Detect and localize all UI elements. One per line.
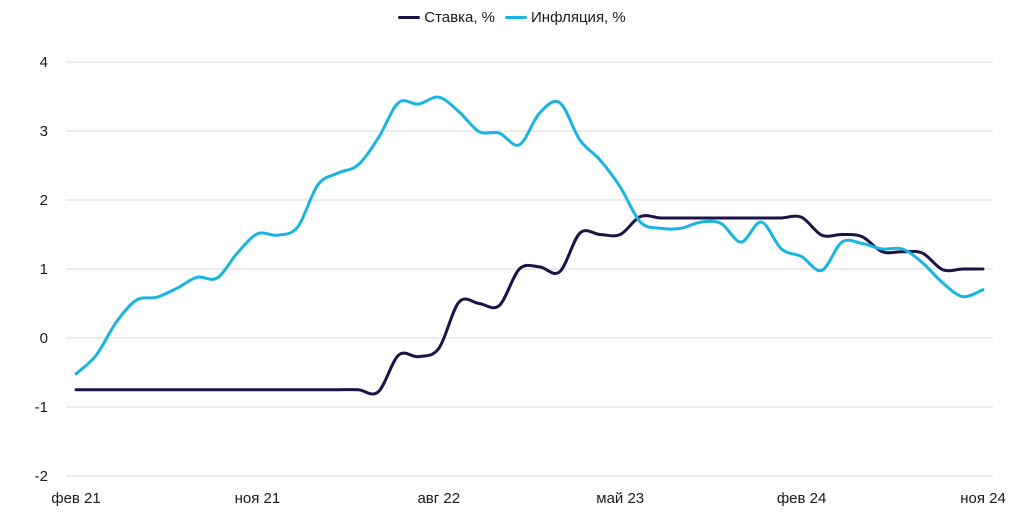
y-tick-label: 1 <box>40 261 48 278</box>
y-tick-label: -2 <box>35 468 48 485</box>
y-tick-label: 4 <box>40 54 48 71</box>
y-tick-label: 2 <box>40 192 48 209</box>
y-tick-label: -1 <box>35 399 48 416</box>
chart-legend: Ставка, % Инфляция, % <box>0 9 1024 26</box>
x-tick-label: май 23 <box>596 490 644 507</box>
legend-item-inflation: Инфляция, % <box>505 9 626 26</box>
x-tick-label: ноя 21 <box>235 490 281 507</box>
series-line-rate <box>74 214 985 396</box>
legend-item-rate: Ставка, % <box>398 9 495 26</box>
x-tick-label: ноя 24 <box>960 490 1006 507</box>
y-tick-label: 0 <box>40 330 48 347</box>
legend-swatch-rate <box>398 16 421 19</box>
x-tick-label: фев 21 <box>51 490 101 507</box>
x-tick-label: авг 22 <box>417 490 460 507</box>
legend-label-rate: Ставка, % <box>424 9 496 26</box>
legend-label-inflation: Инфляция, % <box>531 9 626 26</box>
series-line-inflation <box>74 95 985 376</box>
y-tick-label: 3 <box>40 123 48 140</box>
legend-swatch-inflation <box>505 16 528 19</box>
x-tick-label: фев 24 <box>777 490 827 507</box>
